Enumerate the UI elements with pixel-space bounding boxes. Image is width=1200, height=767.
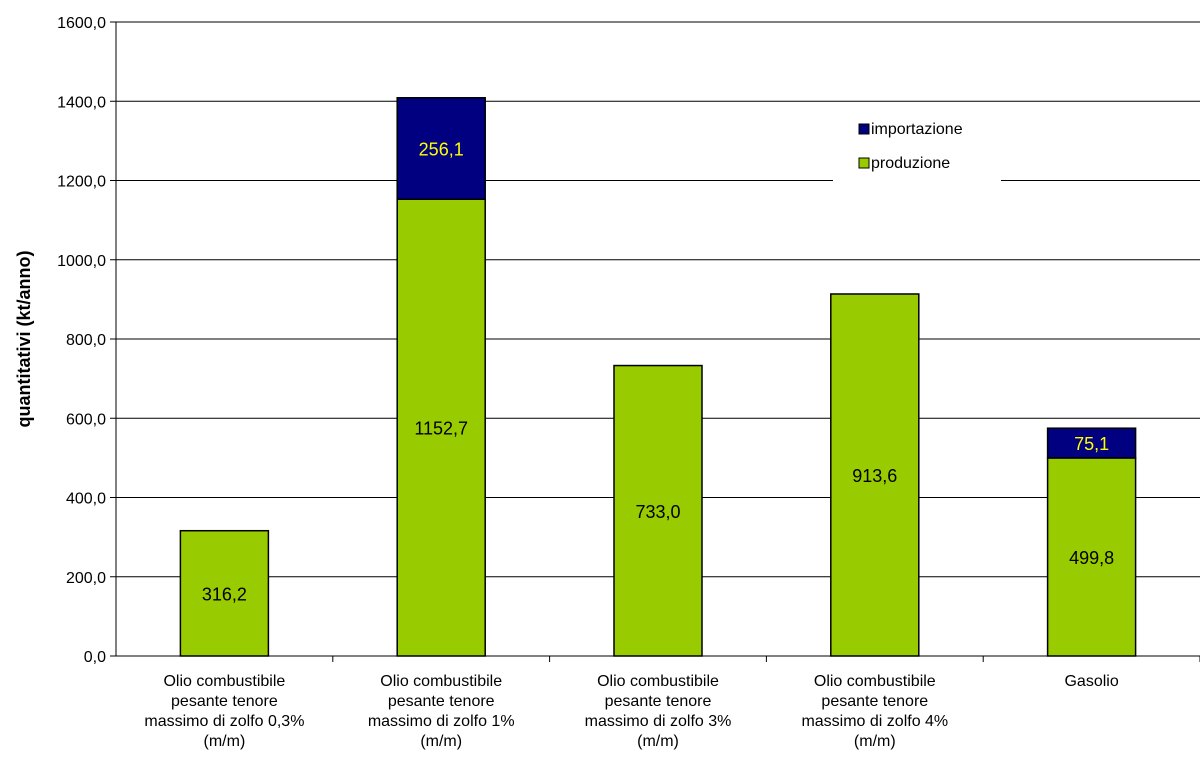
bar-importazione <box>1046 427 1137 459</box>
legend: importazione produzione <box>833 112 1001 184</box>
x-category-labels: Olio combustibile pesante tenore massimo d… <box>144 673 1118 750</box>
data-label-produzione: 733,0 <box>635 502 680 522</box>
x-category-label: Gasolio <box>1064 673 1118 690</box>
bar-importazione <box>396 97 486 200</box>
y-tick-labels: 0,0 200,0 400,0 600,0 800,0 1000,0 1200,0 1400,… <box>57 15 106 666</box>
x-category-label: Olio combustibile pesante tenore massimo d… <box>585 673 732 750</box>
data-label-produzione: 499,8 <box>1069 548 1114 568</box>
y-tick-label: 600,0 <box>66 411 106 428</box>
y-tick-label: 1600,0 <box>57 15 106 32</box>
legend-label-produzione: produzione <box>871 155 950 172</box>
legend-label-importazione: importazione <box>871 121 963 138</box>
x-category-label: Olio combustibile pesante tenore massimo d… <box>368 673 515 750</box>
axes <box>110 21 1200 662</box>
bar-produzione <box>396 198 486 657</box>
legend-swatch-produzione <box>858 157 870 169</box>
y-tick-label: 200,0 <box>66 570 106 587</box>
data-label-produzione: 316,2 <box>202 584 247 604</box>
data-label-importazione: 256,1 <box>419 140 464 160</box>
data-label-importazione: 75,1 <box>1074 434 1109 454</box>
x-category-label: Olio combustibile pesante tenore massimo d… <box>144 673 304 750</box>
y-tick-label: 1400,0 <box>57 94 106 111</box>
bar-produzione <box>1046 457 1137 657</box>
y-tick-label: 1200,0 <box>57 174 106 191</box>
data-label-produzione: 1152,7 <box>414 419 468 439</box>
y-tick-label: 800,0 <box>66 332 106 349</box>
bar-produzione <box>179 529 270 657</box>
data-label-produzione: 913,6 <box>852 466 897 486</box>
y-tick-label: 0,0 <box>84 649 106 666</box>
bars: 316,2 1152,7 256,1 733,0 913,6 499,8 75,1 <box>179 97 1137 657</box>
y-tick-label: 400,0 <box>66 491 106 508</box>
legend-swatch-importazione <box>858 123 870 135</box>
y-axis-title: quantitativi (kt/anno) <box>14 251 34 428</box>
bar-produzione <box>830 293 920 657</box>
y-tick-label: 1000,0 <box>57 253 106 270</box>
x-category-label: Olio combustibile pesante tenore massimo d… <box>801 673 948 750</box>
